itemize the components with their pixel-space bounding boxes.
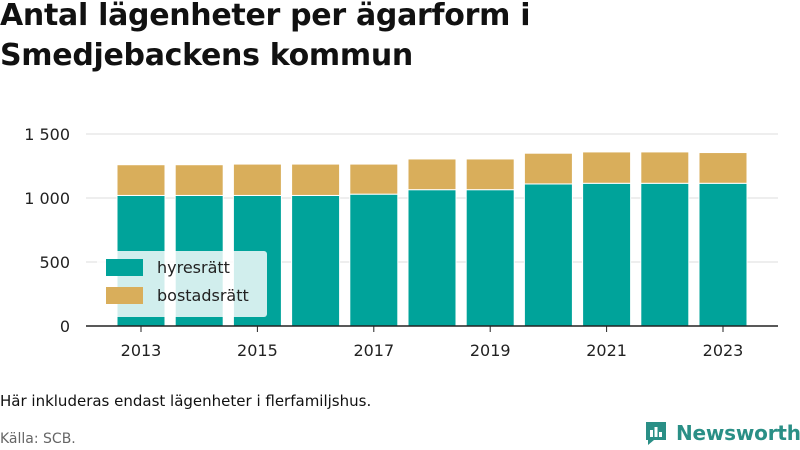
logo-text: Newsworthy bbox=[676, 421, 800, 445]
bar-bostadsratt-2015 bbox=[232, 163, 282, 196]
x-tick-label: 2021 bbox=[586, 341, 627, 360]
bar-hyresratt-2023 bbox=[698, 182, 748, 327]
bar-hyresratt-2021 bbox=[582, 182, 632, 327]
y-axis-labels: 0 500 1 000 1 500 bbox=[24, 125, 70, 336]
bar-bostadsratt-2020 bbox=[523, 152, 573, 185]
legend-label: hyresrätt bbox=[157, 258, 230, 277]
source-text: Källa: SCB. bbox=[0, 431, 76, 447]
y-tick-label: 1 500 bbox=[24, 125, 70, 144]
bar-bostadsratt-2017 bbox=[349, 163, 399, 195]
bar-hyresratt-2019 bbox=[465, 189, 515, 327]
newsworthy-logo[interactable]: Newsworthy bbox=[644, 420, 800, 446]
bar-bostadsratt-2022 bbox=[640, 151, 690, 184]
legend-swatch bbox=[106, 259, 143, 276]
bar-hyresratt-2022 bbox=[640, 182, 690, 327]
legend-swatch bbox=[106, 287, 143, 304]
bar-hyresratt-2016 bbox=[291, 194, 341, 327]
y-tick-label: 0 bbox=[60, 317, 70, 336]
bar-hyresratt-2017 bbox=[349, 193, 399, 327]
y-tick-label: 1 000 bbox=[24, 189, 70, 208]
chart-title: Antal lägenheter per ägarform i Smedjeba… bbox=[0, 0, 531, 73]
bar-bostadsratt-2018 bbox=[407, 158, 457, 191]
legend: hyresrätt bostadsrätt bbox=[97, 251, 267, 317]
x-tick-label: 2017 bbox=[353, 341, 394, 360]
legend-label: bostadsrätt bbox=[157, 286, 249, 305]
x-tick-label: 2019 bbox=[470, 341, 511, 360]
bar-bostadsratt-2016 bbox=[291, 163, 341, 196]
x-tick-label: 2013 bbox=[121, 341, 162, 360]
x-axis-ticks: 2013 2015 2017 2019 2021 2023 bbox=[121, 326, 744, 360]
bar-bostadsratt-2014 bbox=[174, 164, 224, 196]
bar-hyresratt-2018 bbox=[407, 189, 457, 327]
bar-hyresratt-2020 bbox=[523, 183, 573, 327]
bar-bostadsratt-2021 bbox=[582, 151, 632, 184]
x-tick-label: 2023 bbox=[703, 341, 744, 360]
bar-bostadsratt-2013 bbox=[116, 164, 166, 196]
x-tick-label: 2015 bbox=[237, 341, 278, 360]
y-tick-label: 500 bbox=[39, 253, 70, 272]
bar-bostadsratt-2019 bbox=[465, 158, 515, 191]
newsworthy-chart-icon bbox=[646, 422, 666, 445]
chart-note: Här inkluderas endast lägenheter i flerf… bbox=[0, 392, 372, 410]
bar-bostadsratt-2023 bbox=[698, 152, 748, 184]
